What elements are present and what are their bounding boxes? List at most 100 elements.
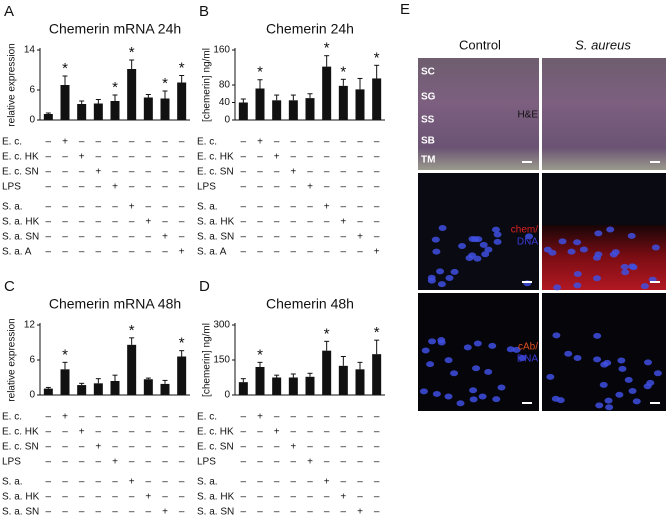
micrograph-signal: [542, 225, 666, 290]
treatment-mark: –: [257, 247, 263, 258]
treatment-label: S. a. HK: [197, 217, 235, 228]
treatment-mark: +: [290, 167, 296, 178]
layer-label: TM: [421, 155, 435, 166]
treatment-mark: –: [374, 492, 380, 503]
treatment-mark: –: [241, 427, 247, 438]
treatment-mark: –: [291, 152, 297, 163]
treatment-mark: –: [179, 232, 185, 243]
treatment-mark: –: [62, 457, 68, 468]
nucleus: [546, 373, 555, 380]
nucleus: [427, 277, 436, 284]
treatment-mark: –: [129, 232, 135, 243]
treatment-mark: –: [307, 217, 313, 228]
treatment-mark: –: [341, 442, 347, 453]
bar: [143, 97, 153, 120]
treatment-mark: –: [241, 182, 247, 193]
treatment-mark: –: [96, 217, 102, 228]
y-tick-label: 300: [213, 320, 230, 331]
treatment-mark: –: [162, 247, 168, 258]
treatment-mark: –: [96, 232, 102, 243]
treatment-mark: –: [62, 492, 68, 503]
treatment-mark: +: [324, 477, 330, 488]
treatment-mark: –: [79, 167, 85, 178]
treatment-mark: –: [341, 232, 347, 243]
treatment-mark: –: [241, 247, 247, 258]
bar: [322, 66, 332, 120]
treatment-mark: –: [307, 412, 313, 423]
significance-star: *: [257, 64, 263, 81]
treatment-mark: –: [79, 137, 85, 148]
treatment-mark: –: [112, 152, 118, 163]
treatment-mark: –: [241, 412, 247, 423]
treatment-mark: +: [62, 137, 68, 148]
treatment-mark: –: [341, 247, 347, 258]
treatment-mark: –: [179, 457, 185, 468]
treatment-mark: +: [357, 507, 363, 518]
treatment-mark: –: [291, 412, 297, 423]
bar: [355, 369, 365, 395]
y-tick-label: 6: [29, 355, 35, 366]
treatment-mark: +: [129, 202, 135, 213]
nucleus: [481, 251, 490, 258]
treatment-label: E. c.: [197, 137, 217, 148]
nucleus: [428, 338, 437, 345]
treatment-mark: –: [274, 182, 280, 193]
treatment-mark: –: [129, 412, 135, 423]
treatment-mark: –: [274, 477, 280, 488]
bar: [338, 85, 348, 120]
y-tick-label: 12: [24, 320, 36, 331]
treatment-mark: –: [129, 427, 135, 438]
treatment-mark: –: [374, 167, 380, 178]
treatment-mark: –: [274, 217, 280, 228]
treatment-mark: –: [162, 492, 168, 503]
treatment-mark: –: [146, 152, 152, 163]
treatment-mark: +: [162, 232, 168, 243]
significance-star: *: [340, 63, 346, 80]
nucleus: [628, 263, 637, 270]
nucleus: [506, 346, 515, 353]
treatment-mark: –: [241, 457, 247, 468]
bar: [110, 101, 120, 120]
panel-letter: C: [4, 278, 15, 295]
treatment-mark: +: [145, 492, 151, 503]
treatment-mark: –: [357, 217, 363, 228]
treatment-label: S. a. SN: [197, 232, 234, 243]
bar: [60, 85, 70, 120]
treatment-mark: –: [129, 507, 135, 518]
bar: [160, 383, 170, 395]
nucleus: [620, 263, 629, 270]
treatment-mark: –: [146, 457, 152, 468]
treatment-mark: –: [374, 182, 380, 193]
treatment-mark: –: [129, 152, 135, 163]
treatment-mark: +: [95, 167, 101, 178]
nucleus: [478, 393, 487, 400]
treatment-mark: –: [274, 137, 280, 148]
treatment-mark: +: [357, 232, 363, 243]
treatment-label: LPS: [2, 182, 21, 193]
treatment-mark: –: [357, 137, 363, 148]
treatment-mark: +: [162, 507, 168, 518]
nucleus: [604, 397, 613, 404]
treatment-mark: –: [62, 202, 68, 213]
treatment-mark: –: [324, 167, 330, 178]
bar: [322, 350, 332, 395]
treatment-mark: –: [79, 442, 85, 453]
treatment-label: LPS: [197, 457, 216, 468]
treatment-mark: –: [162, 457, 168, 468]
treatment-mark: –: [357, 412, 363, 423]
chart-title: Chemerin 48h: [266, 296, 354, 312]
treatment-mark: +: [274, 427, 280, 438]
nucleus: [609, 251, 618, 258]
treatment-label: S. a. HK: [197, 492, 235, 503]
treatment-mark: –: [341, 427, 347, 438]
nucleus: [497, 384, 506, 391]
stain-label: H&E: [517, 110, 538, 121]
treatment-mark: –: [46, 137, 52, 148]
treatment-mark: –: [341, 507, 347, 518]
treatment-mark: –: [257, 202, 263, 213]
treatment-mark: –: [257, 507, 263, 518]
treatment-label: S. a. A: [197, 247, 227, 258]
stain-label: cAb/: [518, 342, 538, 353]
y-tick-label: 150: [213, 355, 230, 366]
